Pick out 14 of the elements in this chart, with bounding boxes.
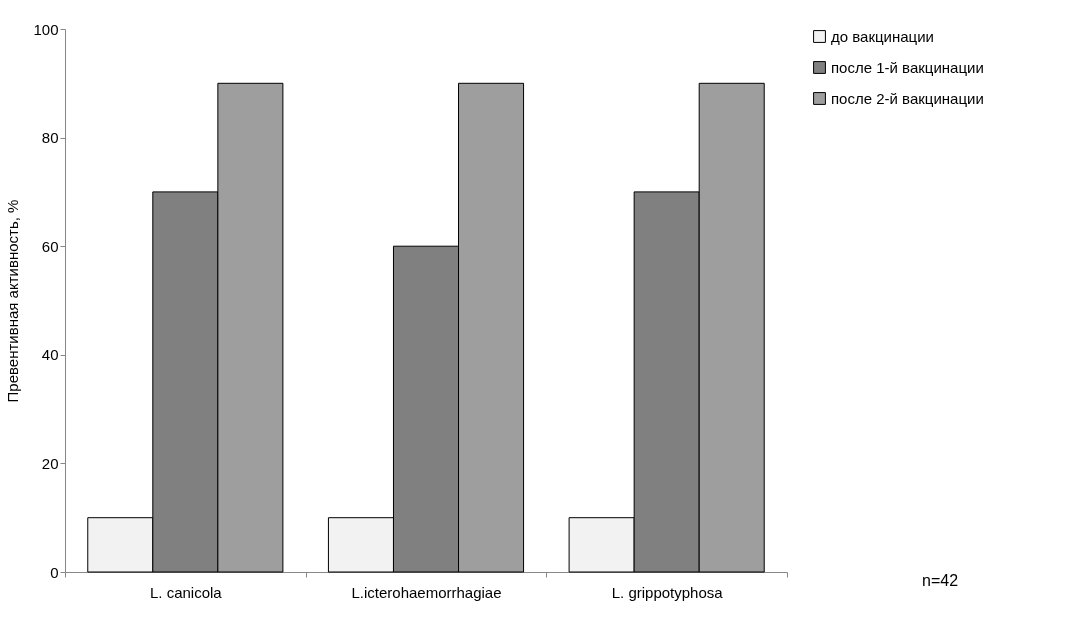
x-tick-label: L. grippotyphosa [611, 583, 724, 601]
sample-size-note: n=42 [922, 572, 959, 590]
y-tick-label: 40 [41, 346, 59, 364]
legend-label: после 2-й вакцинации [831, 89, 984, 107]
y-tick-label: 20 [41, 454, 59, 472]
y-tick-label: 0 [50, 563, 59, 581]
y-axis-title: Превентивная активность, % [4, 199, 22, 403]
legend-label: после 1-й вакцинации [831, 58, 984, 76]
legend-label: до вакцинации [831, 27, 934, 45]
y-tick-label: 100 [33, 20, 59, 38]
y-tick-label: 80 [41, 129, 59, 147]
y-tick-label: 60 [41, 237, 59, 255]
x-tick-label: L. canicola [149, 583, 223, 601]
x-tick-label: L.icterohaemorrhagiae [351, 583, 502, 601]
